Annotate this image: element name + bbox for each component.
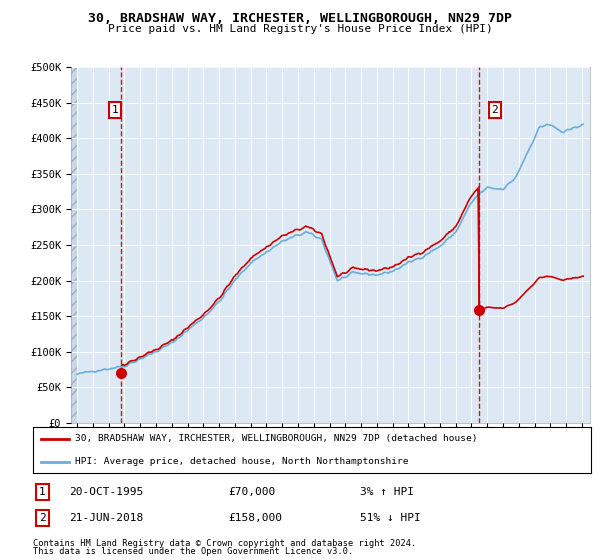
Text: £158,000: £158,000 [228, 512, 282, 522]
Text: 51% ↓ HPI: 51% ↓ HPI [360, 512, 421, 522]
Text: 21-JUN-2018: 21-JUN-2018 [69, 512, 143, 522]
Text: Contains HM Land Registry data © Crown copyright and database right 2024.: Contains HM Land Registry data © Crown c… [33, 539, 416, 548]
Text: This data is licensed under the Open Government Licence v3.0.: This data is licensed under the Open Gov… [33, 547, 353, 556]
Text: 2: 2 [39, 512, 46, 522]
Text: 30, BRADSHAW WAY, IRCHESTER, WELLINGBOROUGH, NN29 7DP (detached house): 30, BRADSHAW WAY, IRCHESTER, WELLINGBORO… [75, 434, 478, 444]
Text: 2: 2 [491, 105, 498, 115]
Text: HPI: Average price, detached house, North Northamptonshire: HPI: Average price, detached house, Nort… [75, 457, 409, 466]
Text: Price paid vs. HM Land Registry's House Price Index (HPI): Price paid vs. HM Land Registry's House … [107, 24, 493, 34]
Text: 30, BRADSHAW WAY, IRCHESTER, WELLINGBOROUGH, NN29 7DP: 30, BRADSHAW WAY, IRCHESTER, WELLINGBORO… [88, 12, 512, 25]
Text: 1: 1 [39, 487, 46, 497]
Text: 3% ↑ HPI: 3% ↑ HPI [360, 487, 414, 497]
Text: 20-OCT-1995: 20-OCT-1995 [69, 487, 143, 497]
Text: £70,000: £70,000 [228, 487, 275, 497]
Text: 1: 1 [112, 105, 118, 115]
